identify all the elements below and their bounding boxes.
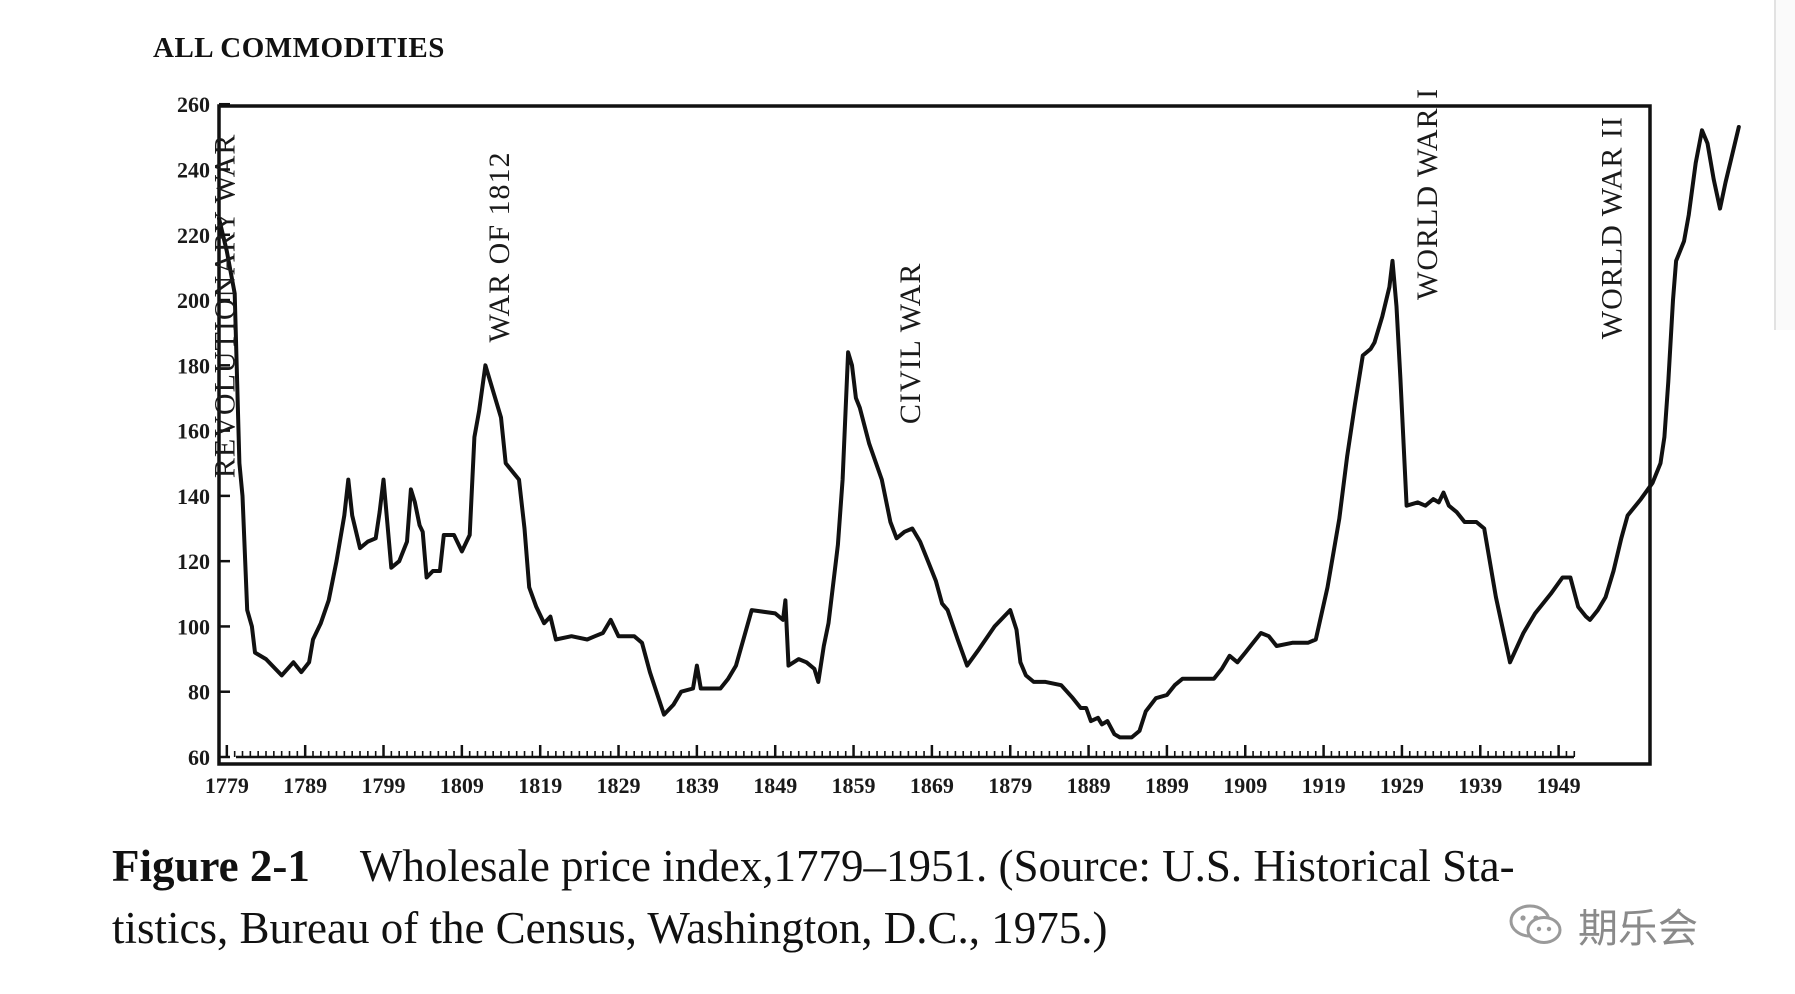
wechat-icon [1509,904,1562,944]
caption-text: Wholesale price index,1779–1951. (Source… [359,841,1515,891]
y-tick-label: 160 [177,419,210,444]
x-tick-label: 1809 [440,773,484,798]
y-tick-label: 260 [177,92,210,117]
y-tick-label: 140 [177,484,210,509]
war-annotation: REVOLUTIONARY WAR [209,134,242,479]
caption-line-1: Figure 2-1 Wholesale price index,1779–195… [112,835,1742,897]
x-tick-label: 1899 [1145,773,1189,798]
x-tick-label: 1829 [597,773,641,798]
series-line [217,125,1741,740]
y-tick-label: 240 [177,157,210,182]
x-tick-label: 1779 [205,773,249,798]
war-annotation: WORLD WAR II [1595,116,1628,339]
x-tick-label: 1939 [1458,773,1502,798]
caption-line-2: tistics, Bureau of the Census, Washingto… [112,903,1108,953]
x-tick-label: 1789 [283,773,327,798]
war-annotation: WORLD WAR I [1411,88,1444,300]
watermark-text: 期乐会 [1578,906,1698,952]
x-tick-label: 1819 [518,773,562,798]
x-tick-label: 1869 [910,773,954,798]
x-tick-label: 1879 [988,773,1032,798]
series-group [217,125,1741,740]
x-tick-label: 1949 [1537,773,1581,798]
x-tick-label: 1919 [1302,773,1346,798]
y-tick-label: 220 [177,223,210,248]
y-tick-label: 200 [177,288,210,313]
x-tick-label: 1859 [832,773,876,798]
war-annotation: WAR OF 1812 [483,151,516,342]
x-tick-label: 1909 [1223,773,1267,798]
figure-label: Figure 2-1 [112,841,310,891]
x-axis: 1779 1789 1799 1809 1819 1829 1839 1849 1859 1869… [205,745,1581,798]
y-tick-label: 60 [188,745,210,770]
watermark: 期乐会 [1508,896,1698,954]
y-tick-label: 100 [177,614,210,639]
x-tick-label: 1889 [1067,773,1111,798]
x-tick-label: 1839 [675,773,719,798]
y-tick-label: 80 [188,680,210,705]
war-annotations: REVOLUTIONARY WAR WAR OF 1812 CIVIL WAR WOR… [209,88,1629,478]
x-tick-label: 1799 [362,773,406,798]
x-tick-label: 1929 [1380,773,1424,798]
war-annotation: CIVIL WAR [894,263,927,425]
y-tick-label: 180 [177,353,210,378]
plot-frame [217,104,1652,766]
y-axis: 60 80 100 120 140 160 180 200 220 240 260 [177,92,230,770]
chart-title: ALL COMMODITIES [153,32,445,64]
figure-caption: Figure 2-1 Wholesale price index,1779–195… [112,835,1742,959]
adjacent-panel-edge [1774,0,1795,330]
y-tick-label: 120 [177,549,210,574]
x-tick-label: 1849 [753,773,797,798]
